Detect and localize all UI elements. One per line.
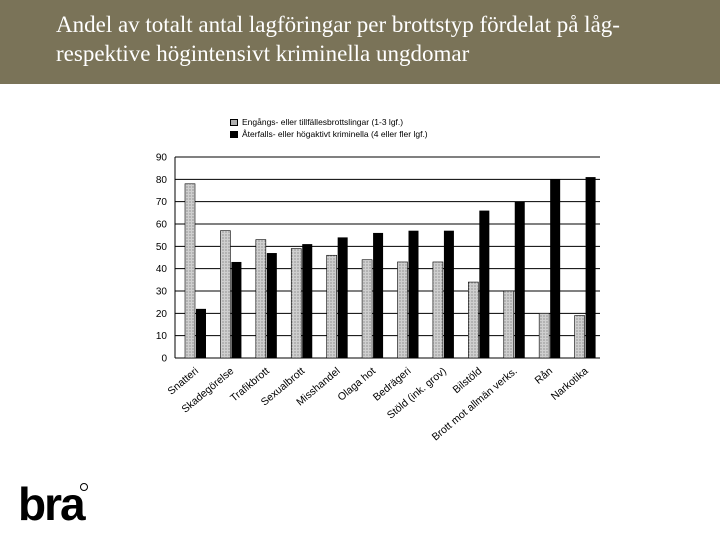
- bar-high-intensity: [479, 210, 490, 358]
- bar-high-intensity: [408, 230, 419, 358]
- legend-item-high: Återfalls- eller högaktivt kriminella (4…: [230, 128, 550, 140]
- bar-high-intensity: [302, 244, 313, 358]
- bar-low-intensity: [538, 313, 550, 359]
- bar-high-intensity: [196, 308, 206, 358]
- bar-low-intensity: [255, 239, 267, 359]
- bar-low-intensity: [184, 183, 196, 359]
- page-title: Andel av totalt antal lagföringar per br…: [56, 12, 620, 66]
- bar-high-intensity: [373, 232, 384, 358]
- y-tick-label: 70: [156, 197, 168, 208]
- legend-swatch-high: [230, 130, 238, 138]
- x-tick-label: Narkotika: [549, 365, 591, 403]
- bar-high-intensity: [514, 201, 525, 358]
- bar-low-intensity: [290, 248, 302, 359]
- y-tick-label: 80: [156, 175, 168, 186]
- y-tick-label: 0: [161, 354, 167, 365]
- x-tick-label: Olaga hot: [335, 365, 378, 404]
- bar-high-intensity: [266, 253, 277, 358]
- bar-low-intensity: [574, 315, 585, 359]
- bar-low-intensity: [361, 259, 373, 359]
- chart-legend: Engångs- eller tillfällesbrottslingar (1…: [230, 116, 550, 140]
- y-tick-label: 60: [156, 220, 168, 231]
- bar-low-intensity: [503, 290, 515, 359]
- bar-low-intensity: [220, 230, 231, 359]
- y-tick-label: 90: [156, 153, 168, 164]
- bar-high-intensity: [443, 230, 454, 358]
- bar-high-intensity: [585, 177, 596, 358]
- legend-swatch-low: [230, 118, 238, 126]
- logo-ring-mark: [80, 483, 88, 491]
- legend-item-low: Engångs- eller tillfällesbrottslingar (1…: [230, 116, 550, 128]
- bar-low-intensity: [468, 281, 479, 359]
- bar-low-intensity: [326, 254, 337, 359]
- bar-high-intensity: [337, 237, 348, 358]
- y-tick-label: 40: [156, 264, 168, 275]
- bra-logo: bra: [18, 478, 86, 530]
- bar-low-intensity: [432, 261, 444, 359]
- bar-low-intensity: [397, 261, 408, 359]
- bar-chart: 0102030405060708090SnatteriSkadegörelseT…: [156, 153, 600, 443]
- y-tick-label: 50: [156, 242, 168, 253]
- legend-label-low: Engångs- eller tillfällesbrottslingar (1…: [242, 117, 404, 127]
- legend-label-high: Återfalls- eller högaktivt kriminella (4…: [242, 129, 428, 139]
- y-tick-label: 30: [156, 287, 168, 298]
- x-tick-label: Rån: [533, 365, 556, 387]
- bar-high-intensity: [550, 179, 561, 358]
- bar-high-intensity: [231, 261, 242, 358]
- y-tick-label: 20: [156, 309, 168, 320]
- title-bar: Andel av totalt antal lagföringar per br…: [0, 0, 720, 84]
- y-tick-label: 10: [156, 331, 168, 342]
